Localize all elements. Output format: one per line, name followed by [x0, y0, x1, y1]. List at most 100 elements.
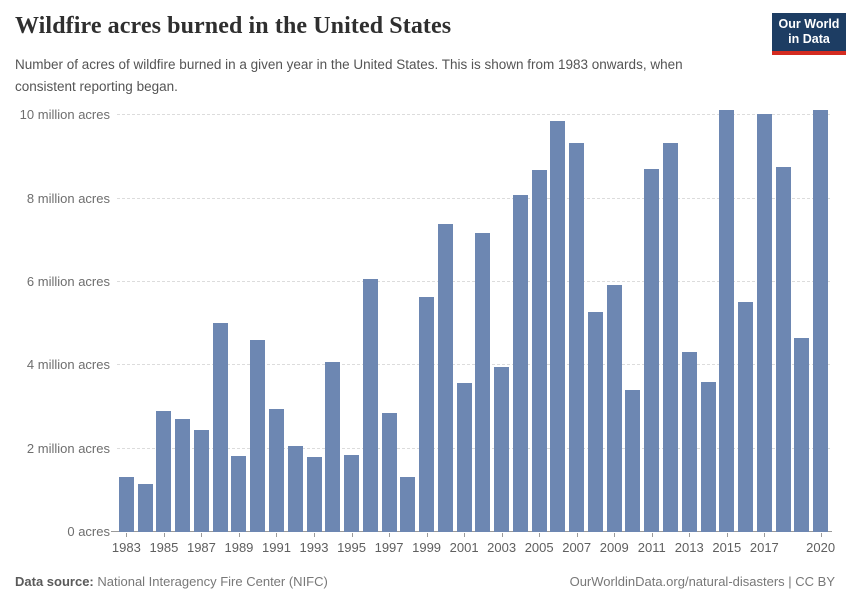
bar-2015[interactable] [719, 110, 735, 532]
bar-2003[interactable] [494, 367, 510, 532]
x-tick-2011 [651, 533, 653, 537]
bar-2001[interactable] [456, 383, 472, 532]
bar-1984[interactable] [137, 484, 153, 532]
bar-2014[interactable] [700, 382, 716, 532]
bar-2006[interactable] [550, 120, 566, 532]
x-tick-1991 [276, 533, 278, 537]
x-axis-label-2001: 2001 [449, 540, 479, 555]
x-tick-2013 [689, 533, 691, 537]
bar-2012[interactable] [663, 143, 678, 532]
x-axis-label-1985: 1985 [149, 540, 179, 555]
y-axis-label-0: 0 acres [67, 524, 110, 539]
bar-1999[interactable] [419, 297, 435, 532]
bar-1988[interactable] [212, 323, 228, 532]
bar-2013[interactable] [681, 352, 697, 532]
x-tick-2017 [764, 533, 766, 537]
bar-2008[interactable] [587, 311, 603, 532]
owid-logo-line1: Our World [778, 17, 840, 31]
bar-2010[interactable] [625, 389, 641, 532]
x-axis-label-2009: 2009 [599, 540, 629, 555]
x-axis-label-2003: 2003 [487, 540, 517, 555]
x-axis-label-1987: 1987 [186, 540, 216, 555]
gridline-10m [117, 114, 830, 116]
bar-1983[interactable] [118, 477, 134, 532]
data-source-value: National Interagency Fire Center (NIFC) [93, 574, 328, 589]
bar-1985[interactable] [156, 411, 172, 532]
gridline-6m [117, 281, 830, 283]
y-axis-label-6: 6 million acres [26, 274, 110, 290]
x-axis-label-1983: 1983 [111, 540, 141, 555]
x-tick-1989 [238, 533, 240, 537]
x-tick-2003 [501, 533, 503, 537]
x-tick-1997 [389, 533, 391, 537]
x-tick-2005 [539, 533, 541, 537]
x-axis-label-2020: 2020 [806, 540, 836, 555]
chart-subtitle: Number of acres of wildfire burned in a … [15, 57, 683, 94]
data-source-label: Data source: [15, 574, 94, 589]
bar-1989[interactable] [231, 455, 247, 532]
x-axis-label-1999: 1999 [412, 540, 442, 555]
x-axis-label-2017: 2017 [749, 540, 779, 555]
x-tick-1999 [426, 533, 428, 537]
bar-2018[interactable] [775, 166, 791, 532]
owid-logo-line2: in Data [788, 32, 830, 47]
x-tick-1995 [351, 533, 353, 537]
data-source: Data source: National Interagency Fire C… [15, 574, 328, 589]
chart-footer: Data source: National Interagency Fire C… [15, 574, 835, 589]
x-axis-label-2013: 2013 [674, 540, 704, 555]
y-axis-label-4: 4 million acres [26, 357, 110, 373]
x-axis-label-1993: 1993 [299, 540, 329, 555]
x-tick-2001 [464, 533, 466, 537]
x-axis-label-1991: 1991 [262, 540, 291, 555]
x-tick-1983 [126, 533, 128, 537]
bar-1996[interactable] [362, 279, 378, 532]
x-axis-label-2007: 2007 [562, 540, 592, 555]
plot-area: 1983 1985 1987 1989 1991 1993 1995 1997 1999 2001… [111, 105, 835, 555]
x-axis-label-2011: 2011 [637, 540, 666, 555]
chart-title: Wildfire acres burned in the United Stat… [15, 13, 452, 39]
bar-1991[interactable] [268, 409, 284, 532]
bar-2007[interactable] [569, 143, 585, 532]
gridline-2m [117, 447, 830, 449]
x-axis-label-1989: 1989 [224, 540, 254, 555]
bar-2000[interactable] [437, 224, 453, 532]
gridline-4m [117, 364, 830, 366]
bar-1990[interactable] [250, 339, 266, 532]
bar-2009[interactable] [606, 285, 622, 532]
bar-2017[interactable] [756, 114, 772, 532]
bar-1987[interactable] [193, 429, 209, 532]
bar-2019[interactable] [794, 337, 810, 532]
bar-1986[interactable] [175, 418, 191, 532]
bar-1997[interactable] [381, 412, 397, 532]
bar-2005[interactable] [531, 170, 547, 532]
y-axis: 0 acres 2 million acres 4 million acres 6 m… [0, 105, 110, 539]
bar-2011[interactable] [644, 169, 660, 532]
x-axis-label-2015: 2015 [712, 540, 742, 555]
x-tick-2007 [576, 533, 578, 537]
bar-2004[interactable] [512, 194, 528, 532]
y-axis-label-10: 10 million acres [19, 107, 110, 123]
bar-1995[interactable] [344, 455, 360, 532]
x-tick-2020 [820, 533, 822, 537]
x-axis-label-2005: 2005 [524, 540, 554, 555]
x-tick-1985 [163, 533, 165, 537]
x-tick-1993 [314, 533, 315, 537]
x-tick-2009 [614, 533, 616, 537]
x-tick-1987 [201, 533, 203, 537]
bar-2020[interactable] [813, 110, 829, 532]
bar-1992[interactable] [287, 445, 303, 532]
x-tick-2015 [726, 533, 728, 537]
bar-2002[interactable] [475, 232, 491, 532]
y-axis-label-8: 8 million acres [26, 190, 110, 206]
owid-logo[interactable]: Our World in Data [772, 13, 846, 55]
bar-2016[interactable] [738, 302, 754, 532]
gridline-8m [117, 197, 830, 199]
owid-link[interactable]: OurWorldinData.org/natural-disasters | C… [569, 574, 835, 589]
bar-1994[interactable] [325, 362, 341, 532]
bar-1993[interactable] [306, 457, 322, 532]
x-axis-label-1997: 1997 [374, 540, 404, 555]
x-axis-label-1995: 1995 [337, 540, 366, 555]
bar-1998[interactable] [400, 476, 416, 532]
y-axis-label-2: 2 million acres [26, 440, 110, 456]
